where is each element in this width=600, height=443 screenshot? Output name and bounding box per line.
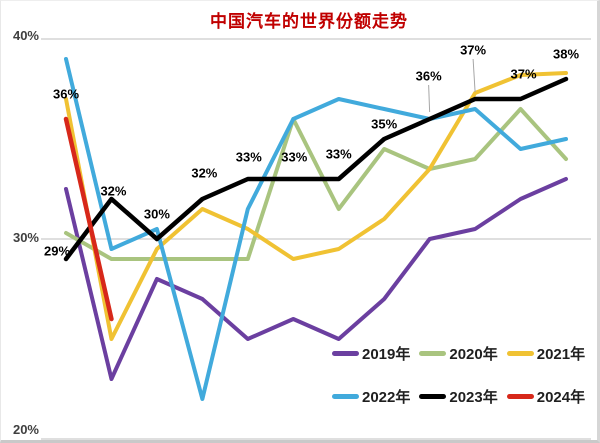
y-axis-label-40: 40% xyxy=(12,28,39,43)
legend-label-2021年: 2021年 xyxy=(536,346,586,363)
data-label-2023年-36%: 36% xyxy=(416,69,442,84)
data-label-2024年-36%: 36% xyxy=(53,87,79,102)
legend-item-2021年: 2021年 xyxy=(506,343,586,364)
legend-row-1: 2019年 2020年 2021年 xyxy=(332,343,585,364)
label-leader-line xyxy=(472,58,476,93)
legend-row-2: 2022年 2023年 2024年 xyxy=(332,386,585,407)
series-line-2024年 xyxy=(63,116,114,322)
legend-marker-2024年 xyxy=(506,394,534,399)
data-label-2023年-32%: 32% xyxy=(191,166,217,181)
data-label-2023年-33%: 33% xyxy=(281,150,307,165)
legend-item-2023年: 2023年 xyxy=(419,386,498,407)
data-label-2023年-37%: 37% xyxy=(511,67,537,82)
legend-marker-2022年 xyxy=(332,394,359,399)
y-axis-label-20: 20% xyxy=(12,422,39,437)
legend-label-2022年: 2022年 xyxy=(362,389,411,406)
y-axis-label-30: 30% xyxy=(12,230,39,245)
legend-item-2019年: 2019年 xyxy=(332,343,410,364)
legend-marker-2023年 xyxy=(419,394,447,399)
legend-label-2020年: 2020年 xyxy=(449,346,498,363)
series-line-2020年 xyxy=(64,107,568,261)
data-label-2023年-29%: 29% xyxy=(44,244,70,259)
data-label-2023年-30%: 30% xyxy=(144,207,170,222)
label-leader-line xyxy=(428,84,431,113)
legend-marker-2019年 xyxy=(332,351,359,356)
chart-title: 中国汽车的世界份额走势 xyxy=(210,12,408,31)
series-line-2019年 xyxy=(64,177,568,381)
legend-marker-2021年 xyxy=(506,351,534,356)
legend-label-2019年: 2019年 xyxy=(362,346,411,363)
series-line-2023年 xyxy=(63,76,569,262)
legend-item-2024年: 2024年 xyxy=(506,386,586,407)
legend-label-2023年: 2023年 xyxy=(449,389,498,406)
legend-label-2024年: 2024年 xyxy=(536,389,586,406)
data-label-2023年-33%: 33% xyxy=(326,147,352,162)
data-label-2023年-35%: 35% xyxy=(371,117,397,132)
series-line-2021年 xyxy=(64,71,568,341)
data-label-2023年-37%: 37% xyxy=(460,43,486,58)
legend-item-2022年: 2022年 xyxy=(332,386,410,407)
data-label-2023年-33%: 33% xyxy=(236,150,262,165)
legend-marker-2020年 xyxy=(419,351,447,356)
data-label-2023年-38%: 38% xyxy=(553,47,579,62)
data-label-2023年-32%: 32% xyxy=(100,184,126,199)
legend-item-2020年: 2020年 xyxy=(419,343,498,364)
